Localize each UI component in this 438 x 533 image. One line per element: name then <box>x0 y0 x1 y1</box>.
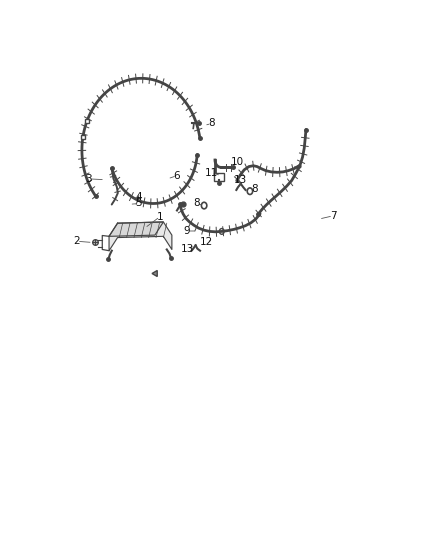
Text: 4: 4 <box>136 191 142 201</box>
Text: 1: 1 <box>157 212 163 222</box>
FancyBboxPatch shape <box>214 173 224 181</box>
Text: 5: 5 <box>136 198 142 208</box>
Text: 7: 7 <box>330 211 336 221</box>
Text: 10: 10 <box>231 157 244 167</box>
Text: 6: 6 <box>173 171 180 181</box>
Text: 8: 8 <box>193 198 200 208</box>
Text: 12: 12 <box>200 238 213 247</box>
Polygon shape <box>109 222 163 236</box>
Text: 11: 11 <box>205 168 218 177</box>
Text: 13: 13 <box>181 245 194 254</box>
Polygon shape <box>109 222 172 251</box>
Text: 9: 9 <box>184 226 191 236</box>
Text: 8: 8 <box>252 184 258 194</box>
Text: 13: 13 <box>234 175 247 185</box>
Text: 8: 8 <box>208 118 215 128</box>
Text: 2: 2 <box>74 236 80 246</box>
Text: 3: 3 <box>85 174 92 184</box>
